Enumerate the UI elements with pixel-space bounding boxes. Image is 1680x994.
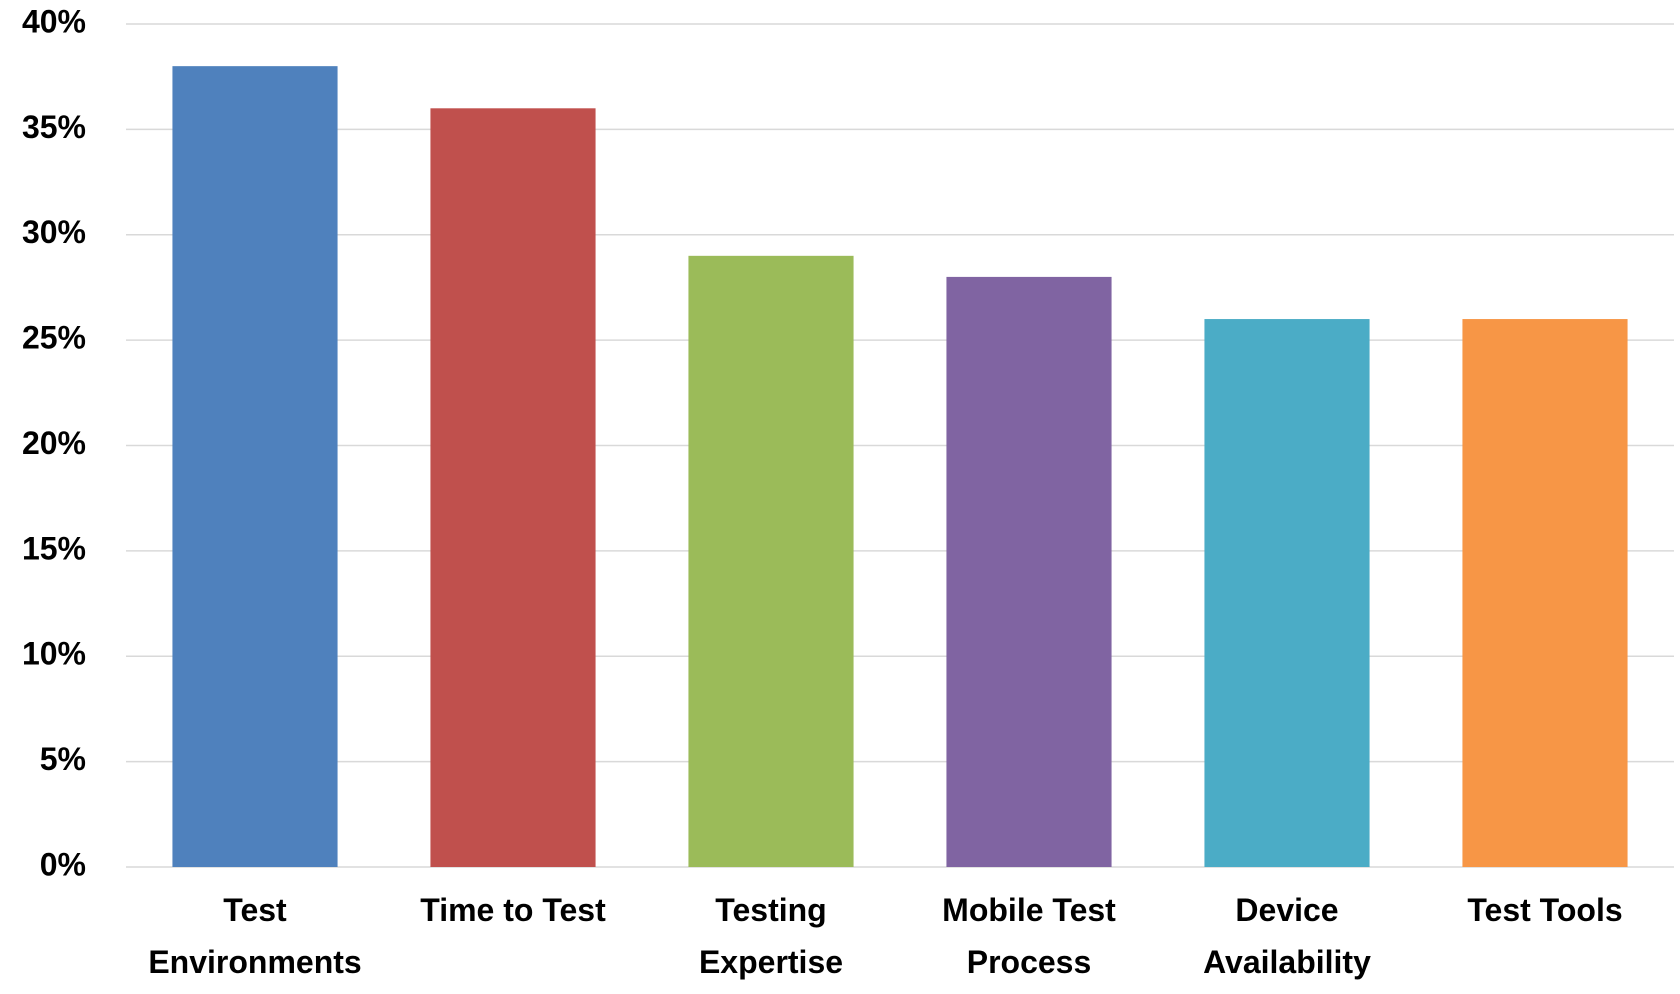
bar [1462, 319, 1628, 867]
y-tick-label: 5% [40, 741, 86, 777]
x-tick-label: Test Tools [1467, 892, 1623, 928]
y-tick-label: 25% [22, 320, 86, 356]
y-tick-label: 0% [40, 846, 86, 882]
x-tick-label: Test Environments [148, 892, 362, 980]
x-tick-label: Mobile Test Process [942, 892, 1116, 980]
bar [946, 276, 1112, 867]
bar [1204, 319, 1370, 867]
bar [430, 108, 596, 868]
y-tick-label: 15% [22, 530, 86, 566]
y-tick-label: 40% [22, 3, 86, 39]
y-tick-label: 10% [22, 636, 86, 672]
y-tick-label: 30% [22, 214, 86, 250]
x-tick-label: Time to Test [420, 892, 606, 928]
y-tick-label: 35% [22, 109, 86, 145]
x-tick-label: Device Availability [1203, 892, 1371, 980]
bar [688, 255, 854, 867]
x-tick-label: Testing Expertise [698, 892, 844, 980]
y-tick-label: 20% [22, 425, 86, 461]
bar [172, 66, 338, 867]
